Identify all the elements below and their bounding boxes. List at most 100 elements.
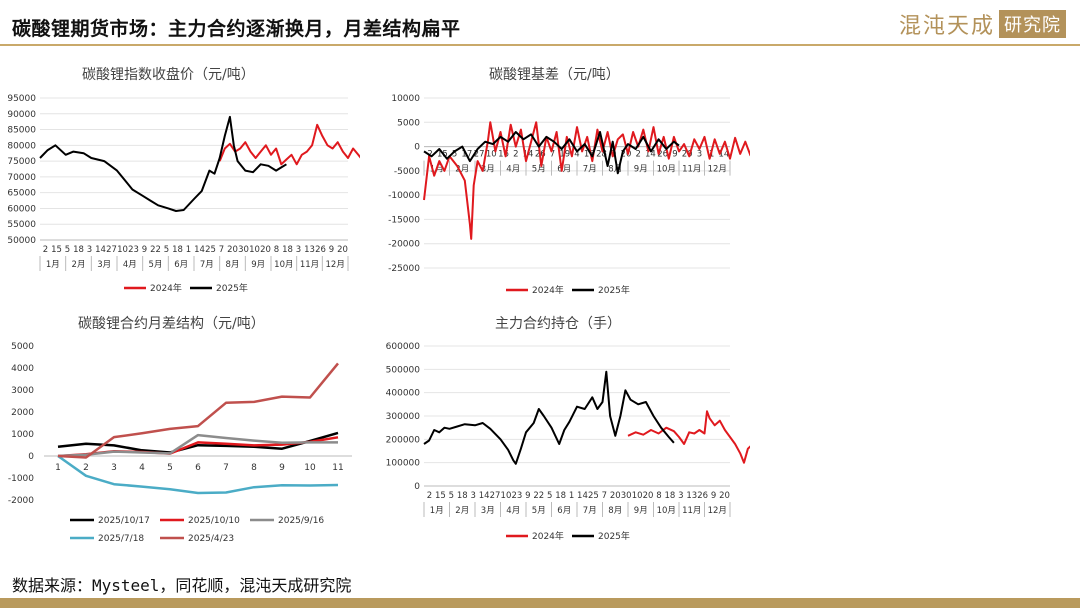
y-tick-label: 3000: [11, 386, 34, 396]
y-tick-label: 0: [414, 143, 420, 153]
x-tick-label: 5: [547, 491, 552, 501]
bottom-bar: [0, 598, 1080, 608]
x-tick-label: 3: [111, 463, 117, 473]
y-tick-label: 90000: [7, 110, 36, 120]
legend-label: 2024年: [150, 282, 182, 294]
legend-label: 2024年: [532, 530, 564, 542]
x-tick-label: 20: [260, 245, 271, 255]
y-tick-label: -5000: [394, 167, 420, 177]
y-tick-label: 2000: [11, 408, 34, 418]
y-tick-label: 1000: [11, 430, 34, 440]
x-tick-label: 23: [128, 245, 139, 255]
month-label: 12月: [708, 506, 727, 516]
month-label: 7月: [583, 165, 597, 175]
series-line-2025: [423, 131, 680, 175]
logo-text: 混沌天成: [898, 14, 995, 39]
y-tick-label: 55000: [7, 220, 36, 230]
x-tick-label: 10: [249, 245, 260, 255]
month-label: 6月: [174, 260, 188, 270]
x-tick-label: 15: [51, 245, 62, 255]
y-tick-label: 0: [28, 452, 34, 462]
month-label: 5月: [532, 506, 546, 516]
x-tick-label: 14: [95, 245, 106, 255]
month-label: 3月: [481, 165, 495, 175]
y-tick-label: 200000: [386, 435, 421, 445]
title-divider: [0, 44, 1080, 46]
x-tick-label: 7: [223, 463, 229, 473]
x-tick-label: 3: [470, 491, 475, 501]
month-label: 12月: [326, 260, 345, 270]
legend-label: 2025/10/17: [98, 516, 150, 526]
chart-index: 50000 55000 60000 65000 70000 75000 80000 85000…: [7, 94, 360, 294]
x-tick-label: 9: [329, 245, 334, 255]
x-tick-label: 7: [602, 491, 607, 501]
x-tick-label: 2: [83, 463, 89, 473]
month-label: 2月: [72, 260, 86, 270]
y-tick-label: 5000: [11, 342, 34, 352]
x-tick-label: 20: [621, 150, 632, 160]
x-tick-label: 16: [584, 150, 595, 160]
month-label: 10月: [274, 260, 293, 270]
x-tick-label: 9: [142, 245, 147, 255]
logo-badge: 研究院: [999, 10, 1066, 38]
x-tick-label: 14: [645, 150, 656, 160]
y-tick-label: 600000: [386, 342, 421, 352]
month-label: 5月: [532, 165, 546, 175]
month-label: 8月: [226, 260, 240, 270]
month-label: 10月: [657, 165, 676, 175]
legend-label: 2025年: [598, 284, 630, 296]
x-tick-label: 9: [525, 491, 530, 501]
x-tick-label: 1: [569, 491, 574, 501]
x-tick-label: 22: [150, 245, 161, 255]
chart-title-index: 碳酸锂指数收盘价（元/吨）: [82, 67, 255, 83]
y-tick-label: 60000: [7, 204, 36, 214]
chart-title-basis: 碳酸锂基差（元/吨）: [489, 67, 620, 83]
month-label: 4月: [506, 165, 520, 175]
x-tick-label: 1: [186, 245, 191, 255]
x-tick-label: 28: [596, 150, 607, 160]
brand-logo: 混沌天成 研究院: [899, 8, 1066, 40]
month-label: 7月: [583, 506, 597, 516]
y-tick-label: 4000: [11, 364, 34, 374]
x-tick-label: 8: [251, 463, 257, 473]
month-label: 11月: [682, 506, 701, 516]
x-tick-label: 7: [219, 245, 224, 255]
x-tick-label: 5: [452, 150, 457, 160]
legend-label: 2025年: [598, 530, 630, 542]
x-tick-label: 26: [657, 150, 668, 160]
legend-label: 2024年: [532, 284, 564, 296]
x-tick-label: 1: [55, 463, 61, 473]
x-tick-label: 18: [664, 491, 675, 501]
series-line: [57, 362, 339, 459]
series-line-2025: [39, 115, 287, 212]
x-tick-label: 10: [501, 491, 512, 501]
chart-spread: -2000 -1000 0 1000 2000 3000 4000 5000 1 2 3 4 5 6 7 8 9…: [8, 342, 352, 544]
month-label: 2月: [455, 165, 469, 175]
x-tick-label: 27: [106, 245, 117, 255]
x-tick-label: 3: [697, 150, 702, 160]
month-label: 12月: [708, 165, 727, 175]
x-tick-label: 26: [315, 245, 326, 255]
legend-label: 2025/7/18: [98, 534, 144, 544]
y-tick-label: 500000: [386, 365, 421, 375]
y-tick-label: 10000: [391, 94, 420, 104]
x-tick-label: 20: [643, 491, 654, 501]
y-tick-label: 300000: [386, 412, 421, 422]
legend-label: 2025年: [216, 282, 248, 294]
x-tick-label: 7: [550, 150, 555, 160]
x-tick-label: 9: [711, 491, 716, 501]
x-tick-label: 2: [427, 491, 432, 501]
series-line-2025: [423, 370, 675, 465]
x-tick-label: 25: [205, 245, 216, 255]
y-tick-label: 5000: [397, 118, 420, 128]
x-tick-label: 10: [304, 463, 316, 473]
x-tick-label: 5: [65, 245, 70, 255]
x-tick-label: 14: [479, 491, 490, 501]
x-tick-label: 10: [632, 491, 643, 501]
x-tick-label: 10: [486, 150, 497, 160]
x-tick-label: 14: [718, 150, 729, 160]
x-tick-label: 18: [457, 491, 468, 501]
x-tick-label: 13: [686, 491, 697, 501]
x-tick-label: 18: [73, 245, 84, 255]
